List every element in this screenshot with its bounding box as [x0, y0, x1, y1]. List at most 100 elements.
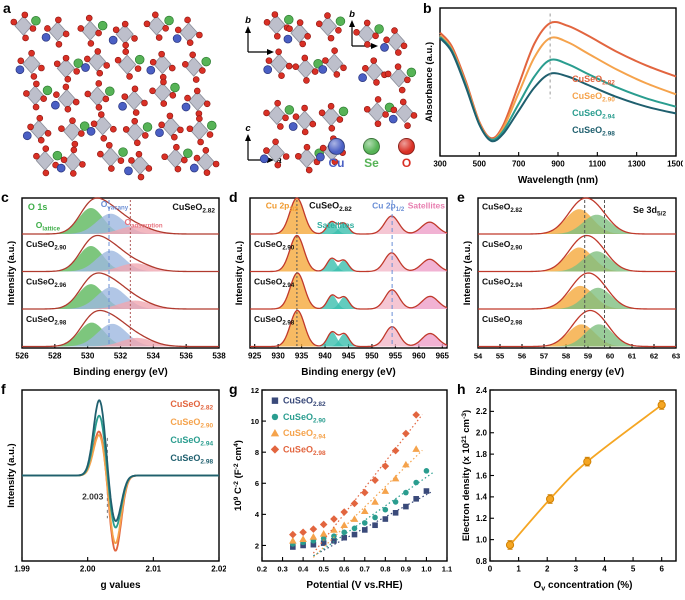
o-atom	[62, 83, 70, 91]
o-atom	[327, 34, 335, 42]
se-atom	[406, 67, 417, 78]
trace-label: CuSeO2.98	[482, 314, 523, 327]
xps-component	[478, 251, 676, 272]
data-marker	[361, 520, 368, 526]
x-tick-label: 61	[628, 352, 636, 361]
x-tick-label: 530	[81, 352, 95, 361]
xps-envelope	[22, 272, 219, 310]
o-atom	[186, 39, 194, 46]
series-line	[439, 36, 677, 141]
trace-label: CuSeO2.94	[254, 276, 295, 289]
data-marker	[299, 528, 307, 537]
x-tick-label: 960	[412, 352, 426, 361]
chart-d-svg: 925 930 935 940 945 950 955 960 965 Binding energ…	[234, 197, 450, 378]
polyhedron	[81, 20, 100, 41]
o-atom	[103, 62, 110, 69]
o-atom	[292, 113, 300, 120]
panel-d-cu2p-xps-chart: 925 930 935 940 945 950 955 960 965 Binding energ…	[230, 192, 454, 382]
data-marker	[341, 534, 348, 541]
y-tick-label: 4	[255, 510, 260, 519]
o-atom	[131, 85, 139, 93]
y-axis-label: Intensity (a.u.)	[6, 443, 17, 507]
o-atom	[372, 32, 379, 40]
o-atom	[199, 67, 206, 74]
annotation: CuSeO2.82	[309, 201, 352, 214]
x-tick-label: 945	[342, 352, 356, 361]
o-atom	[64, 75, 72, 83]
data-marker	[412, 411, 420, 419]
o-atom	[131, 35, 138, 42]
legend-entry: CuSeO2.82	[572, 74, 615, 87]
o-atom	[117, 157, 125, 164]
data-marker	[310, 541, 317, 548]
xps-component	[22, 207, 219, 234]
o-atom	[305, 166, 313, 174]
polyhedron	[115, 24, 134, 45]
o-atom	[192, 76, 200, 83]
o-atom	[203, 100, 211, 108]
o-atom	[97, 111, 105, 118]
y-tick-label: 10	[251, 417, 259, 426]
polyhedron	[130, 154, 150, 175]
o-atom	[278, 72, 285, 79]
o-atom	[404, 76, 411, 84]
o-atom	[121, 20, 129, 28]
legend-entry: CuSeO2.82	[170, 399, 213, 412]
cu-atom	[172, 34, 182, 43]
chart-h-svg: 0 1 2 3 4 5 6 0.8 1.0 1.2 1.4 1.6 1.8 2.0 2.2 2.4 Ov con…	[461, 386, 677, 593]
cu-atom	[316, 152, 325, 162]
xps-component	[478, 247, 676, 272]
o-atom	[282, 153, 290, 160]
polyhedron	[318, 16, 338, 37]
polyhedron	[56, 58, 75, 79]
o-atom	[331, 47, 338, 54]
atom-legend-item: Se	[363, 138, 380, 170]
annotation: Se 3d5/2	[633, 205, 666, 218]
xps-component	[478, 285, 676, 309]
o-atom	[265, 57, 273, 64]
o-atom	[390, 106, 398, 114]
o-atom	[286, 25, 293, 33]
o-atom	[315, 20, 323, 28]
o-atom	[177, 126, 184, 134]
x-tick-label: 950	[365, 352, 379, 361]
data-marker	[319, 529, 328, 537]
o-atom	[384, 70, 392, 78]
o-atom	[160, 100, 168, 107]
polyhedron	[48, 21, 67, 42]
panel-label-d: d	[229, 189, 238, 205]
xps-envelope	[478, 309, 676, 348]
x-tick-label: 0.5	[318, 565, 328, 574]
x-tick-label: 0.4	[298, 565, 309, 574]
o-atom	[32, 103, 40, 111]
x-tick-label: 700	[512, 160, 526, 169]
o-atom	[62, 54, 70, 62]
o-atom	[21, 11, 29, 19]
x-tick-label: 3	[574, 565, 579, 574]
o-atom	[37, 136, 45, 144]
trace-label: CuSeO2.98	[254, 314, 295, 327]
xps-component	[478, 324, 676, 347]
x-tick-label: 1100	[589, 160, 607, 169]
x-axis-label: Binding energy (eV)	[301, 367, 395, 378]
o-atom	[22, 34, 29, 42]
o-atom	[71, 140, 79, 148]
x-tick-label: 0.7	[360, 565, 370, 574]
o-atom	[94, 48, 102, 55]
x-tick-label: 500	[473, 160, 487, 169]
se-atom	[142, 122, 153, 132]
x-tick-label: 55	[496, 352, 504, 361]
x-tick-label: 0.3	[277, 565, 287, 574]
data-marker	[300, 542, 306, 549]
data-marker	[371, 476, 379, 484]
o-atom	[38, 64, 45, 72]
y-tick-label: 1.2	[476, 514, 488, 523]
o-atom	[319, 144, 327, 152]
xps-component	[250, 326, 447, 347]
xps-component	[250, 198, 447, 234]
polyhedron	[125, 121, 145, 143]
o-atom	[62, 30, 70, 38]
g-value-annotation: 2.003	[82, 491, 104, 501]
o-atom	[275, 48, 282, 56]
o-atom	[108, 165, 115, 172]
